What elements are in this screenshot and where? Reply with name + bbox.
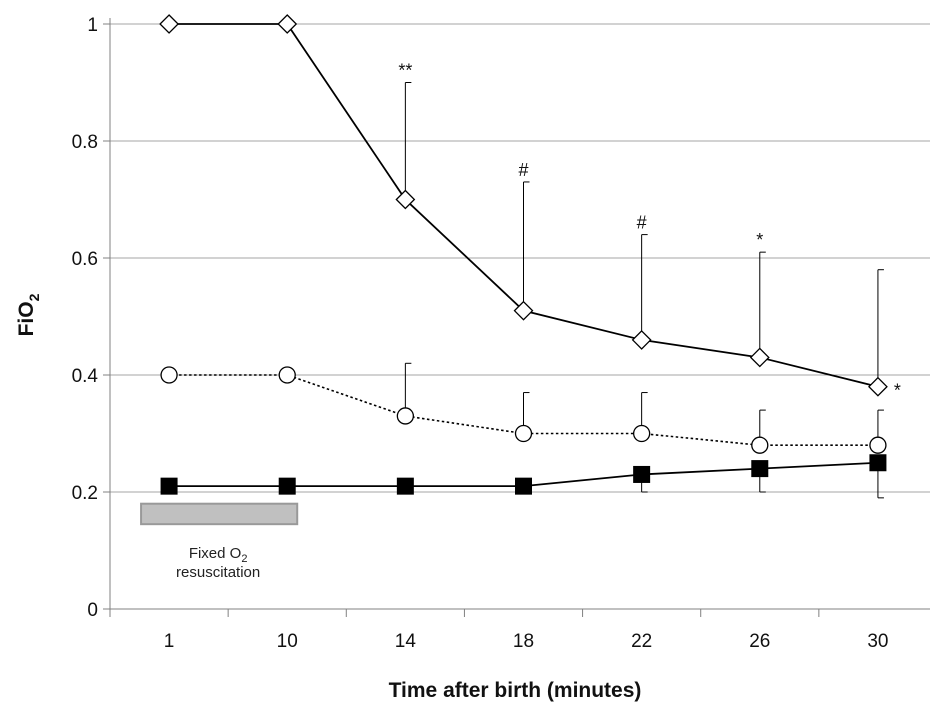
point-diamond-1: [159, 14, 179, 34]
significance-annotations: **##**: [398, 61, 901, 401]
x-axis-ticks: 1 10 14 18 22 26 30: [109, 609, 888, 652]
point-diamond-26: [749, 347, 770, 368]
annotation-4: *: [894, 381, 901, 401]
y-tick-label-4: 0.8: [72, 132, 98, 153]
fixed-o2-label-line1: Fixed O2: [189, 545, 248, 565]
point-square-22: [633, 465, 651, 483]
point-circle-22: [632, 424, 651, 443]
point-square-10: [278, 477, 296, 495]
y-tick-label-3: 0.6: [72, 249, 98, 270]
annotation-3: *: [756, 230, 763, 250]
point-diamond-22: [631, 329, 652, 350]
annotation-2: #: [637, 213, 647, 233]
x-tick-label-22: 22: [631, 631, 652, 652]
fixed-o2-label-line2: resuscitation: [176, 564, 260, 581]
y-axis-title-sub: 2: [26, 293, 42, 301]
y-axis-ticks: 0 0.2 0.4 0.6 0.8 1: [72, 15, 110, 621]
y-tick-label-5: 1: [87, 15, 98, 36]
y-tick-label-0: 0: [87, 600, 98, 621]
point-circle-1: [160, 366, 178, 384]
x-axis-title: Time after birth (minutes): [389, 679, 642, 702]
error-bars: [404, 82, 884, 499]
point-diamond-30: [868, 376, 888, 397]
y-tick-label-2: 0.4: [72, 366, 99, 387]
series-markers: [159, 14, 888, 495]
gridlines: [110, 23, 930, 493]
x-tick-label-18: 18: [513, 631, 534, 652]
point-square-26: [751, 460, 769, 478]
y-tick-label-1: 0.2: [72, 483, 98, 504]
point-circle-26: [751, 436, 769, 454]
point-square-18: [515, 477, 532, 495]
point-square-30: [869, 454, 887, 472]
x-tick-label-1: 1: [164, 631, 175, 652]
point-circle-14: [396, 407, 415, 425]
annotation-0: **: [398, 61, 412, 81]
axes: [109, 18, 930, 610]
point-square-14: [396, 477, 414, 495]
point-circle-10: [278, 366, 296, 384]
point-diamond-14: [395, 189, 416, 210]
x-tick-label-14: 14: [395, 631, 417, 652]
fixed-o2-label-main: Fixed O: [189, 545, 242, 562]
fixed-o2-bar: [140, 502, 299, 526]
point-diamond-18: [513, 300, 534, 321]
x-tick-label-10: 10: [277, 631, 298, 652]
y-axis-title-main: FiO: [15, 301, 38, 336]
point-square-1: [160, 477, 178, 495]
point-circle-18: [514, 424, 533, 443]
y-axis-title: FiO2: [15, 293, 42, 336]
annotation-1: #: [518, 160, 528, 180]
point-circle-30: [869, 436, 887, 454]
point-diamond-10: [277, 14, 298, 34]
x-tick-label-30: 30: [867, 631, 888, 652]
fixed-o2-label-sub: 2: [241, 553, 247, 565]
x-tick-label-26: 26: [749, 631, 770, 652]
